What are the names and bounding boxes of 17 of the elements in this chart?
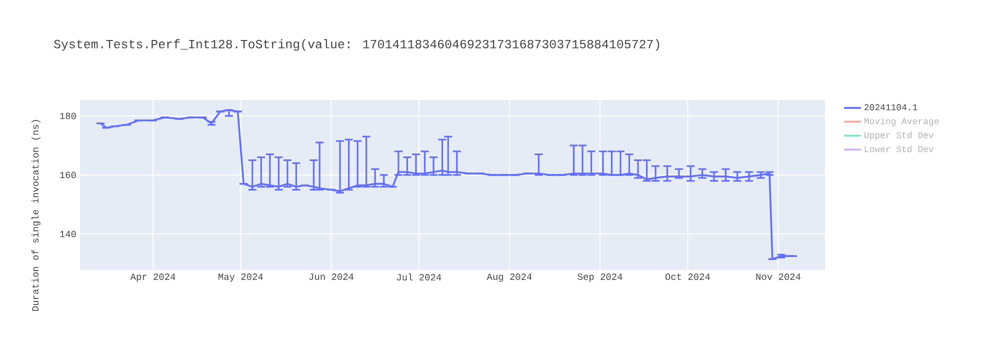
x-tick-label: Oct 2024 bbox=[665, 274, 710, 280]
legend-label: Lower Std Dev bbox=[864, 146, 934, 152]
x-tick-label: Aug 2024 bbox=[486, 274, 532, 282]
y-tick-label: 160 bbox=[60, 172, 76, 178]
x-tick-label: Sep 2024 bbox=[578, 274, 622, 282]
x-tick-label: May 2024 bbox=[218, 274, 263, 282]
legend-label: Upper Std Dev bbox=[864, 132, 934, 140]
x-tick-label: Jul 2024 bbox=[397, 274, 442, 280]
x-tick-label: Nov 2024 bbox=[756, 274, 800, 280]
legend-label: 20241104.1 bbox=[864, 104, 918, 110]
legend-label: Moving Average bbox=[864, 118, 939, 126]
chart-title: System.Tests.Perf_Int128.ToString(value: 170141183460469231731687303715884105727) bbox=[54, 39, 660, 51]
y-axis-title: Duration of single invocation (ns) bbox=[32, 120, 40, 311]
x-tick-label: Jun 2024 bbox=[309, 274, 354, 280]
y-tick-label: 180 bbox=[60, 112, 76, 120]
y-tick-label: 140 bbox=[60, 230, 76, 238]
x-tick-label: Apr 2024 bbox=[130, 274, 176, 282]
